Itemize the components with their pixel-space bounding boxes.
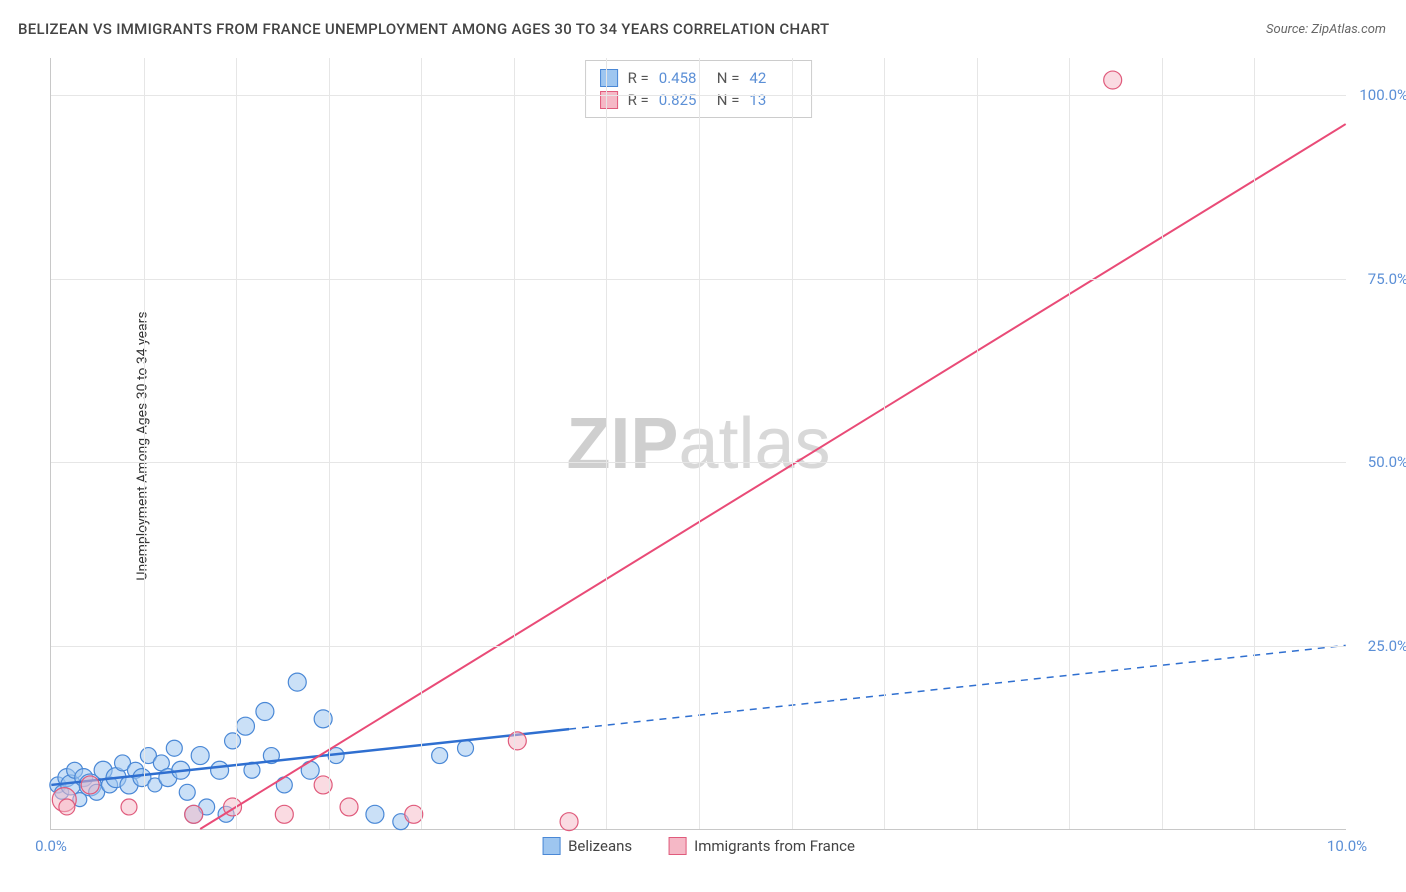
- swatch-france: [600, 91, 618, 109]
- scatter-point: [432, 748, 448, 764]
- chart-title: BELIZEAN VS IMMIGRANTS FROM FRANCE UNEMP…: [18, 20, 829, 38]
- bottom-legend-label-0: Belizeans: [568, 837, 632, 855]
- gridline-v: [236, 58, 237, 829]
- scatter-point: [256, 703, 274, 721]
- gridline-v: [977, 58, 978, 829]
- scatter-point: [288, 673, 306, 691]
- swatch-belizeans: [600, 69, 618, 87]
- scatter-point: [225, 733, 241, 749]
- scatter-point: [59, 799, 75, 815]
- swatch-france-icon: [668, 837, 686, 855]
- legend-r-label: R =: [628, 89, 649, 111]
- gridline-v: [421, 58, 422, 829]
- gridline-v: [1069, 58, 1070, 829]
- bottom-legend: Belizeans Immigrants from France: [542, 837, 855, 855]
- scatter-point: [276, 777, 292, 793]
- gridline-v: [329, 58, 330, 829]
- regression-line-extrapolated: [569, 645, 1346, 729]
- gridline-v: [1254, 58, 1255, 829]
- scatter-point: [211, 761, 229, 779]
- bottom-legend-belizeans: Belizeans: [542, 837, 632, 855]
- y-tick-label: 75.0%: [1368, 270, 1406, 288]
- y-tick-label: 100.0%: [1359, 86, 1406, 104]
- bottom-legend-label-1: Immigrants from France: [694, 837, 855, 855]
- scatter-point: [458, 740, 474, 756]
- y-tick-label: 25.0%: [1368, 637, 1406, 655]
- scatter-point: [366, 805, 384, 823]
- gridline-v: [884, 58, 885, 829]
- gridline-v: [699, 58, 700, 829]
- regression-line: [200, 124, 1345, 829]
- x-tick-label: 10.0%: [1327, 837, 1367, 855]
- plot-area: ZIPatlas R = 0.458 N = 42 R = 0.825 N = …: [50, 58, 1346, 830]
- source-attribution: Source: ZipAtlas.com: [1266, 22, 1386, 37]
- scatter-point: [301, 761, 319, 779]
- gridline-v: [606, 58, 607, 829]
- scatter-point: [236, 717, 254, 735]
- scatter-point: [560, 813, 578, 831]
- scatter-point: [191, 747, 209, 765]
- legend-n-label: N =: [717, 67, 740, 89]
- scatter-point: [340, 798, 358, 816]
- gridline-v: [514, 58, 515, 829]
- y-tick-label: 50.0%: [1368, 453, 1406, 471]
- gridline-v: [792, 58, 793, 829]
- legend-n-val-0: 42: [749, 67, 797, 89]
- gridline-v: [144, 58, 145, 829]
- legend-n-label: N =: [717, 89, 740, 111]
- scatter-point: [405, 805, 423, 823]
- scatter-point: [179, 784, 195, 800]
- bottom-legend-france: Immigrants from France: [668, 837, 855, 855]
- legend-r-label: R =: [628, 67, 649, 89]
- gridline-v: [1162, 58, 1163, 829]
- legend-n-val-1: 13: [749, 89, 797, 111]
- swatch-belizeans-icon: [542, 837, 560, 855]
- scatter-point: [166, 740, 182, 756]
- scatter-point: [275, 805, 293, 823]
- scatter-point: [508, 732, 526, 750]
- scatter-point: [81, 776, 99, 794]
- x-tick-label: 0.0%: [35, 837, 67, 855]
- scatter-point: [185, 805, 203, 823]
- scatter-point: [1104, 71, 1122, 89]
- scatter-point: [121, 799, 137, 815]
